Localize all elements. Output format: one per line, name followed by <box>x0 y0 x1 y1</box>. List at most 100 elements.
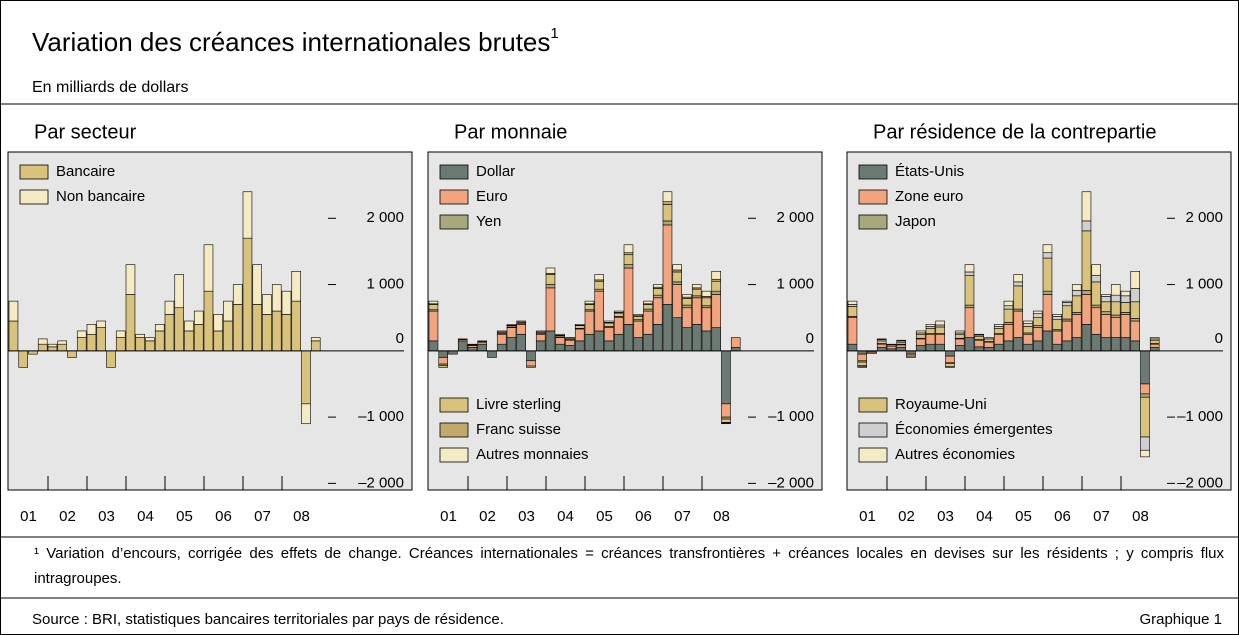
bar <box>262 294 272 315</box>
legend-swatch <box>858 447 888 463</box>
bar <box>964 337 975 352</box>
bar <box>1130 320 1140 342</box>
bar <box>643 333 653 352</box>
bar <box>1081 294 1092 325</box>
bar <box>857 353 867 362</box>
bar <box>18 350 28 368</box>
bar <box>281 314 292 352</box>
x-tick-label: 05 <box>176 508 193 525</box>
bar <box>964 304 975 309</box>
bar <box>1130 318 1140 322</box>
bar <box>984 337 994 340</box>
bar <box>594 330 604 352</box>
legend-label: Dollar <box>476 163 515 180</box>
bar <box>545 330 556 352</box>
bar <box>1071 314 1082 338</box>
bar <box>662 304 673 352</box>
bar <box>954 333 965 339</box>
y-tick-label: 1 000 <box>366 276 404 293</box>
bar <box>613 310 624 313</box>
bar <box>915 345 926 352</box>
bar <box>164 300 175 315</box>
bar <box>1120 302 1131 313</box>
bar <box>1013 285 1023 310</box>
bar <box>1140 396 1150 438</box>
legend-label: Euro <box>476 188 508 205</box>
bar <box>506 324 517 326</box>
x-tick-label: 01 <box>20 508 37 525</box>
bar <box>1149 337 1160 340</box>
bar <box>86 324 97 335</box>
bar <box>594 290 604 332</box>
bar <box>1110 314 1121 318</box>
bar <box>145 340 155 352</box>
legend-swatch <box>858 422 888 438</box>
bar <box>516 333 526 352</box>
bar <box>516 320 526 323</box>
bar <box>1110 337 1121 352</box>
bar <box>1071 295 1082 313</box>
bar <box>574 325 585 329</box>
bar <box>232 304 243 352</box>
bar <box>37 343 48 352</box>
x-tick-label: 03 <box>98 508 115 525</box>
x-tick-label: 08 <box>713 508 730 525</box>
bar <box>584 304 595 311</box>
bar <box>193 310 204 325</box>
bar <box>125 294 136 352</box>
x-tick-label: 05 <box>596 508 613 525</box>
y-tick-label: –2 000 <box>358 474 404 491</box>
bar <box>115 337 126 352</box>
bar <box>721 422 731 425</box>
bar <box>1032 327 1043 342</box>
bar <box>935 333 945 345</box>
bar <box>1003 300 1014 307</box>
x-tick-label: 03 <box>518 508 535 525</box>
bar <box>896 344 906 348</box>
bar <box>555 337 565 345</box>
bar <box>1003 308 1014 323</box>
source: Source : BRI, statistiques bancaires ter… <box>32 611 504 628</box>
bar <box>1013 337 1023 352</box>
legend-swatch <box>19 189 49 205</box>
bar <box>643 300 653 305</box>
bar <box>925 333 936 345</box>
bar <box>174 274 184 309</box>
bar <box>1032 313 1043 318</box>
bar <box>682 304 692 309</box>
bar <box>47 343 58 348</box>
bar <box>213 314 223 332</box>
bar <box>428 300 439 305</box>
bar <box>633 316 643 320</box>
bar <box>1052 314 1062 317</box>
bar <box>223 320 233 352</box>
bar <box>974 333 984 336</box>
x-tick-label: 02 <box>479 508 496 525</box>
bar <box>301 350 311 405</box>
bar <box>701 290 712 297</box>
bar <box>1003 305 1014 310</box>
bar <box>67 350 77 358</box>
legend-swatch <box>439 189 469 205</box>
bar <box>1052 316 1062 320</box>
bar <box>1032 340 1043 352</box>
bar <box>623 267 634 325</box>
x-tick-label: 08 <box>1132 508 1149 525</box>
x-tick-label: 07 <box>1093 508 1110 525</box>
bar <box>1120 295 1131 303</box>
bar <box>964 271 975 276</box>
bar <box>164 314 175 352</box>
bar <box>477 340 487 342</box>
bar <box>1042 252 1053 259</box>
bar <box>672 284 682 318</box>
title-text: Variation des créances internationales b… <box>32 27 550 57</box>
bar <box>252 264 262 305</box>
bar <box>242 191 253 239</box>
bar <box>203 244 214 292</box>
bar <box>584 333 595 352</box>
bar <box>574 324 585 326</box>
bar <box>964 307 975 338</box>
bar <box>915 338 926 346</box>
bar <box>662 204 673 222</box>
